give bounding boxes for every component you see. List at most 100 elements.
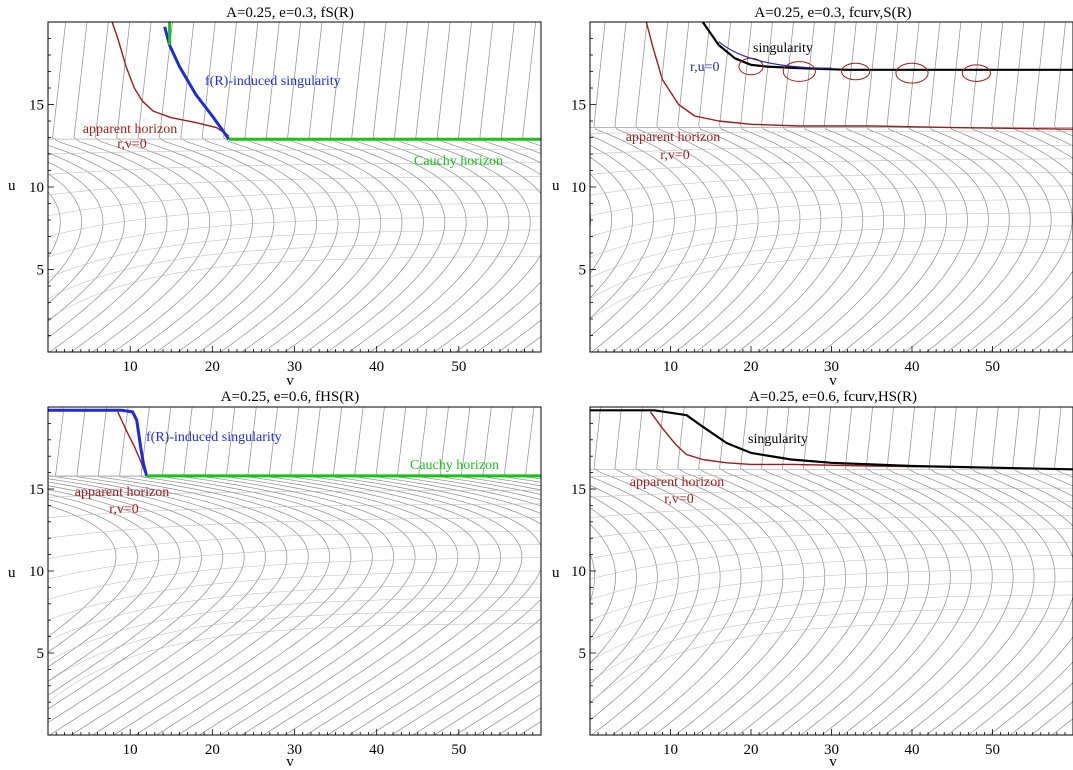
ray-contour: [716, 22, 822, 352]
ray-contour: [156, 407, 373, 735]
ray-contour: [1009, 407, 1073, 735]
ray-contour: [48, 148, 541, 155]
panel-fcurv-s: 10 20 30 40 50 5 10 15 A=0.25, e=0.3, fcurv,S(R…: [543, 0, 1073, 390]
ray-contour: [476, 22, 541, 352]
ray-contour: [48, 202, 541, 237]
x-tick-label: 30: [824, 742, 839, 758]
x-tick-label: 30: [287, 742, 302, 758]
singularity-curve: [48, 408, 149, 477]
ray-contour: [48, 489, 181, 682]
apparent_horizon-curve: [645, 22, 1073, 130]
x-tick-label: 10: [663, 742, 678, 758]
ray-contour: [48, 596, 541, 662]
ray-contour: [590, 172, 1073, 196]
ray-contour: [433, 22, 541, 352]
ray-contour: [821, 22, 926, 352]
ray-contour: [48, 173, 82, 284]
ray-contour: [842, 22, 947, 352]
x-tick-label: 30: [287, 359, 302, 375]
ray-contour: [48, 162, 541, 175]
x-tick-label: 10: [663, 359, 678, 375]
y-tick-label: 10: [29, 180, 44, 196]
ray-contour: [177, 22, 296, 352]
ray-contour: [498, 22, 541, 352]
ray-contour: [48, 176, 541, 196]
ray-contour: [498, 407, 541, 735]
ray-contour: [198, 22, 317, 352]
ray-contour: [590, 541, 1073, 580]
apparent_horizon-curve: [111, 22, 230, 137]
apparent-horizon-equation: r,v=0: [660, 148, 690, 163]
ray-contour: [590, 212, 1073, 258]
y-axis-label: u: [8, 565, 16, 581]
apparent-horizon-label: apparent horizon: [630, 475, 724, 490]
ray-contour: [48, 489, 541, 498]
ray-contour: [590, 484, 679, 704]
ray-contour: [590, 507, 637, 665]
ray-contour: [737, 22, 843, 352]
apparent-horizon-label: apparent horizon: [75, 485, 169, 500]
ray-contour: [612, 407, 742, 735]
ray-contour: [220, 22, 339, 352]
y-tick-label: 5: [37, 646, 45, 662]
ray-contour: [1030, 407, 1073, 735]
ray-contour: [590, 555, 1073, 600]
ray-contour: [48, 498, 138, 653]
ray-contour: [369, 407, 541, 735]
ray-contour: [590, 135, 675, 337]
ray-contour: [591, 22, 696, 352]
ray-contour: [675, 407, 805, 735]
panel-fhs: 10 20 30 40 50 5 10 15 A=0.25, e=0.6, fHS(R) v …: [0, 385, 545, 770]
ray-contour: [156, 22, 275, 352]
ray-contour: [590, 515, 1073, 539]
ray-contour: [590, 487, 1073, 498]
ray-contour: [48, 505, 117, 638]
ray-contour: [1009, 22, 1073, 352]
ray-contour: [633, 22, 738, 352]
ray-contour: [348, 22, 467, 352]
chart-title: A=0.25, e=0.6, fcurv,HS(R): [749, 389, 917, 405]
x-tick-label: 50: [451, 359, 466, 375]
ray-contour: [49, 407, 266, 735]
apparent-horizon-equation: r,v=0: [109, 502, 139, 517]
ray-contour: [519, 407, 541, 735]
ray-contour: [113, 22, 232, 352]
x-tick-label: 10: [123, 742, 138, 758]
ray-contour: [590, 528, 1073, 559]
y-tick-label: 5: [37, 263, 45, 279]
x-tick-label: 40: [905, 359, 920, 375]
ray-contour: [675, 22, 780, 352]
ray-contour: [590, 620, 1073, 703]
ray-contour: [391, 22, 510, 352]
x-tick-label: 20: [205, 742, 220, 758]
x-tick-label: 50: [985, 359, 1000, 375]
y-axis-label: u: [552, 178, 560, 194]
ray-contour: [696, 22, 801, 352]
ray-contour: [48, 478, 245, 723]
ray-contour: [434, 407, 541, 735]
ray-contour: [284, 22, 403, 352]
ray-contour: [48, 481, 224, 710]
ray-contour: [968, 407, 1073, 735]
x-tick-label: 10: [123, 359, 138, 375]
ray-contour: [113, 407, 330, 735]
ray-contour: [199, 407, 416, 735]
ray-contour: [590, 238, 1073, 299]
ray-contour: [48, 189, 541, 217]
ray-contour: [134, 22, 253, 352]
ray-contour: [590, 523, 616, 640]
y-tick-label: 5: [579, 263, 587, 279]
r-u-contour: [718, 41, 832, 69]
ray-contour: [905, 22, 1010, 352]
x-tick-label: 40: [369, 359, 384, 375]
singularity-label: singularity: [748, 432, 808, 447]
y-tick-label: 10: [571, 180, 586, 196]
apparent-horizon-equation: r,v=0: [117, 137, 147, 152]
ray-contour: [590, 501, 1073, 518]
ray-contour: [48, 216, 541, 258]
y-axis-label: u: [552, 565, 560, 581]
ray-contour: [696, 407, 826, 735]
singularity-label: f(R)-induced singularity: [205, 74, 341, 89]
ray-contour: [947, 22, 1052, 352]
ray-contour: [590, 552, 595, 603]
